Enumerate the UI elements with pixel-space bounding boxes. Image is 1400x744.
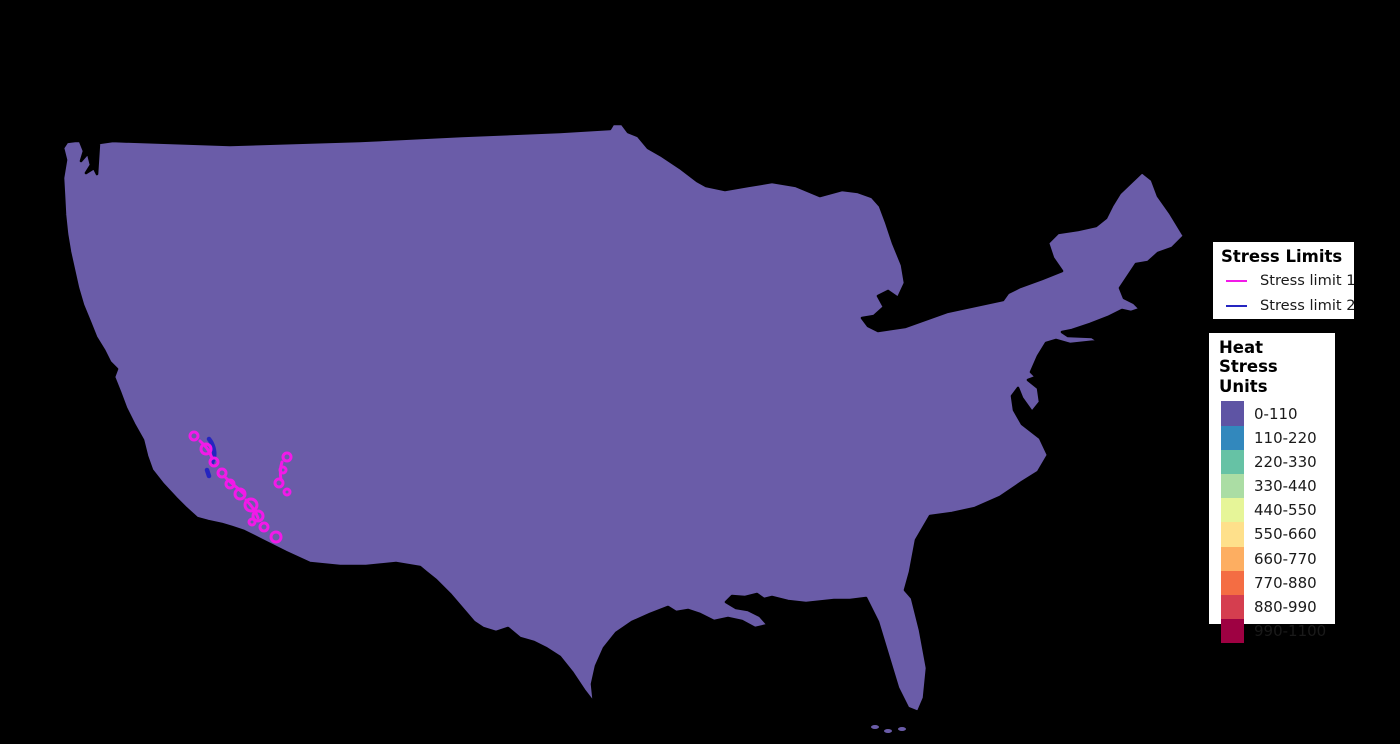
legend-item-bin: 770-880 bbox=[1209, 570, 1335, 595]
bin-swatch bbox=[1221, 401, 1244, 426]
stress-limit-1-line-icon bbox=[1226, 279, 1247, 282]
heat-stress-units-legend-title: Heat Stress Units bbox=[1219, 338, 1278, 396]
legend-item-stress-limit-1: Stress limit 1 bbox=[1213, 268, 1356, 293]
bin-swatch bbox=[1221, 473, 1244, 499]
bin-label: 770-880 bbox=[1254, 573, 1317, 592]
stress-limit-2-line-icon bbox=[1226, 304, 1247, 307]
bin-label: 990-1100 bbox=[1254, 622, 1327, 641]
bin-swatch bbox=[1221, 449, 1244, 474]
bin-swatch bbox=[1221, 546, 1244, 571]
bin-swatch bbox=[1221, 498, 1244, 523]
bin-label: 220-330 bbox=[1254, 452, 1317, 471]
legend-item-stress-limit-2: Stress limit 2 bbox=[1213, 293, 1356, 318]
us-outline bbox=[61, 122, 1186, 714]
bin-swatch bbox=[1221, 570, 1244, 595]
florida-keys bbox=[871, 725, 906, 733]
legend-item-bin: 0-110 bbox=[1209, 401, 1335, 426]
bin-label: 660-770 bbox=[1254, 549, 1317, 568]
heat-stress-units-legend-rows: 0-110 110-220 220-330 330-440 440-550 55… bbox=[1209, 401, 1335, 644]
stress-limits-legend: Stress Limits Stress limit 1 Stress limi… bbox=[1213, 242, 1356, 319]
stress-limit-2-label: Stress limit 2 bbox=[1260, 297, 1356, 315]
legend-item-bin: 880-990 bbox=[1209, 594, 1335, 620]
bin-label: 880-990 bbox=[1254, 598, 1317, 616]
legend-item-bin: 550-660 bbox=[1209, 522, 1335, 547]
bin-label: 330-440 bbox=[1254, 477, 1317, 496]
stress-limit-1-contours bbox=[188, 430, 293, 544]
stress-limit-1-label: Stress limit 1 bbox=[1260, 272, 1356, 290]
legend-item-bin: 330-440 bbox=[1209, 473, 1335, 499]
legend-item-bin: 990-1100 bbox=[1209, 619, 1335, 644]
heat-stress-units-legend: Heat Stress Units 0-110 110-220 220-330 … bbox=[1209, 333, 1335, 644]
bin-swatch bbox=[1221, 594, 1244, 620]
bin-swatch bbox=[1221, 619, 1244, 644]
legend-item-bin: 440-550 bbox=[1209, 498, 1335, 523]
stress-limits-legend-title: Stress Limits bbox=[1221, 247, 1343, 266]
legend-item-bin: 110-220 bbox=[1209, 425, 1335, 450]
legend-item-bin: 660-770 bbox=[1209, 546, 1335, 571]
bin-label: 550-660 bbox=[1254, 525, 1317, 544]
bin-label: 110-220 bbox=[1254, 428, 1317, 447]
legend-item-bin: 220-330 bbox=[1209, 449, 1335, 474]
bin-swatch bbox=[1221, 522, 1244, 547]
bin-label: 0-110 bbox=[1254, 404, 1298, 423]
bin-label: 440-550 bbox=[1254, 501, 1317, 520]
bin-swatch bbox=[1221, 425, 1244, 450]
